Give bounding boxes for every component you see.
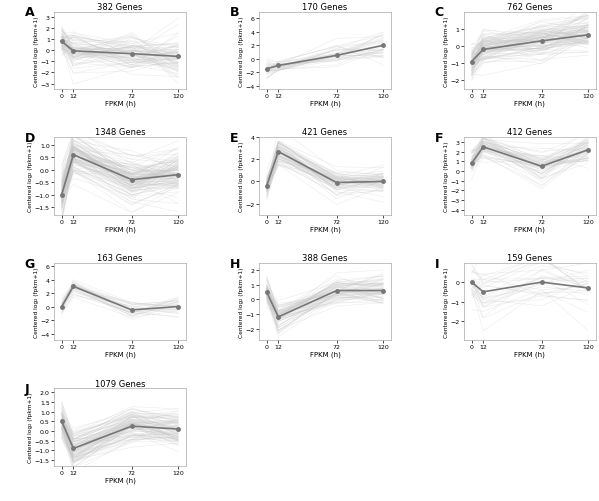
Title: 412 Genes: 412 Genes — [507, 128, 552, 137]
Y-axis label: Centered log₂ (fpkm+1): Centered log₂ (fpkm+1) — [444, 16, 449, 86]
Text: F: F — [435, 132, 443, 145]
X-axis label: FPKM (h): FPKM (h) — [515, 351, 545, 358]
Text: J: J — [25, 382, 29, 395]
Title: 1079 Genes: 1079 Genes — [95, 379, 146, 388]
Title: 159 Genes: 159 Genes — [507, 254, 552, 263]
Text: G: G — [25, 257, 35, 270]
Title: 388 Genes: 388 Genes — [302, 254, 347, 263]
X-axis label: FPKM (h): FPKM (h) — [105, 476, 135, 483]
Text: I: I — [435, 257, 439, 270]
Y-axis label: Centered log₂ (fpkm+1): Centered log₂ (fpkm+1) — [28, 392, 34, 462]
Title: 762 Genes: 762 Genes — [507, 3, 553, 12]
Y-axis label: Centered log₂ (fpkm+1): Centered log₂ (fpkm+1) — [34, 267, 39, 337]
Y-axis label: Centered log₂ (fpkm+1): Centered log₂ (fpkm+1) — [34, 16, 39, 86]
X-axis label: FPKM (h): FPKM (h) — [310, 351, 340, 358]
Y-axis label: Centered log₂ (fpkm+1): Centered log₂ (fpkm+1) — [239, 267, 244, 337]
X-axis label: FPKM (h): FPKM (h) — [310, 226, 340, 232]
Title: 170 Genes: 170 Genes — [302, 3, 347, 12]
Text: H: H — [230, 257, 240, 270]
Y-axis label: Centered log₂ (fpkm+1): Centered log₂ (fpkm+1) — [444, 267, 449, 337]
X-axis label: FPKM (h): FPKM (h) — [515, 100, 545, 107]
Text: A: A — [25, 7, 35, 20]
Title: 1348 Genes: 1348 Genes — [95, 128, 146, 137]
X-axis label: FPKM (h): FPKM (h) — [310, 100, 340, 107]
Title: 421 Genes: 421 Genes — [302, 128, 347, 137]
X-axis label: FPKM (h): FPKM (h) — [105, 100, 135, 107]
Y-axis label: Centered log₂ (fpkm+1): Centered log₂ (fpkm+1) — [28, 141, 34, 212]
Y-axis label: Centered log₂ (fpkm+1): Centered log₂ (fpkm+1) — [239, 141, 244, 212]
X-axis label: FPKM (h): FPKM (h) — [105, 226, 135, 232]
X-axis label: FPKM (h): FPKM (h) — [515, 226, 545, 232]
X-axis label: FPKM (h): FPKM (h) — [105, 351, 135, 358]
Text: E: E — [230, 132, 238, 145]
Title: 163 Genes: 163 Genes — [97, 254, 143, 263]
Text: C: C — [435, 7, 444, 20]
Y-axis label: Centered log₂ (fpkm+1): Centered log₂ (fpkm+1) — [444, 141, 449, 212]
Title: 382 Genes: 382 Genes — [97, 3, 143, 12]
Text: D: D — [25, 132, 35, 145]
Text: B: B — [230, 7, 239, 20]
Y-axis label: Centered log₂ (fpkm+1): Centered log₂ (fpkm+1) — [239, 16, 244, 86]
